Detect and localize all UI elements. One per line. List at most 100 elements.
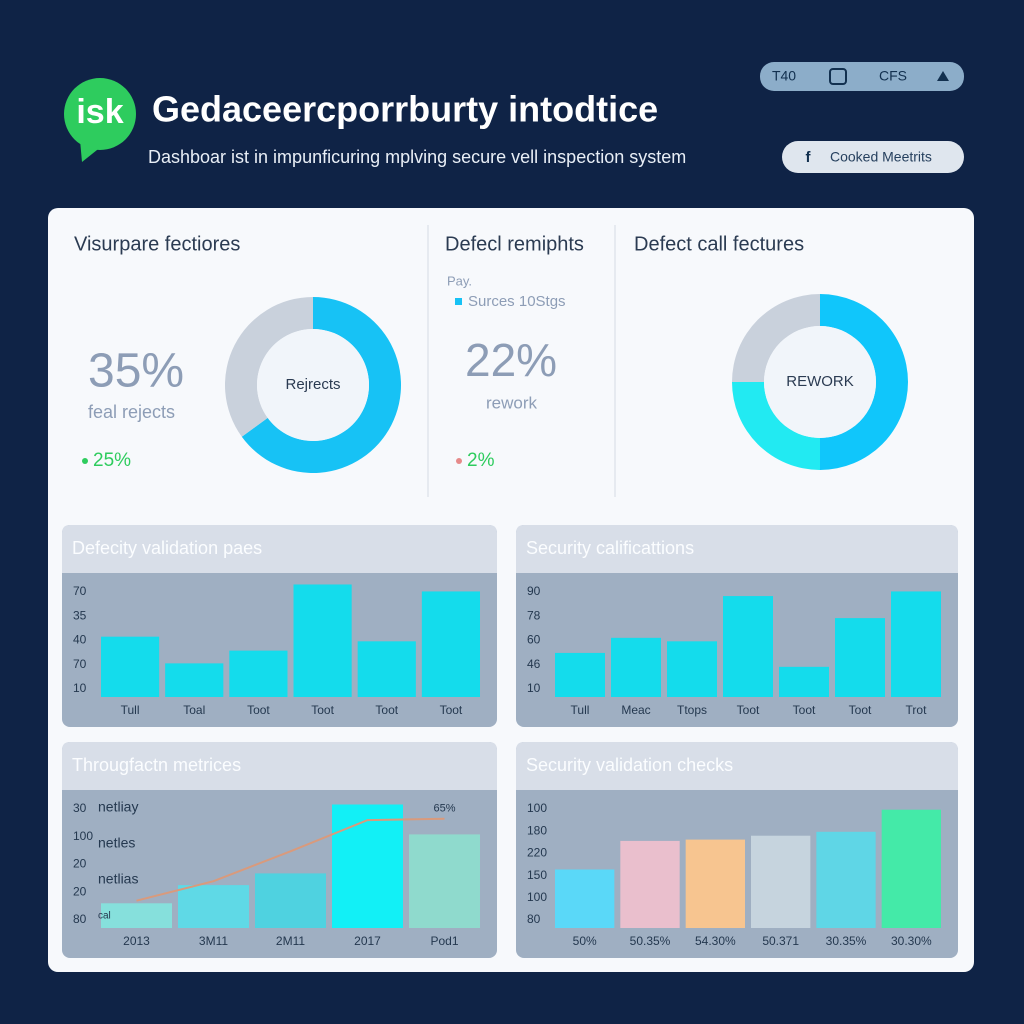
donut-hole [764, 326, 876, 438]
x-tick-label: 2013 [123, 934, 150, 948]
x-tick-label: 50.371 [762, 934, 799, 948]
y-axis-label: 180 [527, 823, 547, 837]
bar [620, 840, 680, 928]
y-axis-label: 100 [527, 801, 547, 815]
x-tick-label: Toal [183, 703, 205, 717]
bar [891, 591, 941, 697]
bar [555, 869, 615, 928]
y-axis-label: 150 [527, 868, 547, 882]
y-axis-label: 60 [527, 633, 541, 647]
logo-badge [64, 78, 136, 150]
toolbar-icon[interactable] [829, 68, 847, 85]
bar [685, 839, 745, 928]
donut-segment [732, 294, 820, 382]
y-axis-label: 70 [73, 584, 87, 598]
x-tick-label: 30.35% [826, 934, 867, 948]
x-tick-label: 2M11 [276, 934, 305, 948]
chart-note: cal [98, 911, 111, 922]
x-tick-label: 50% [573, 934, 597, 948]
bar [409, 834, 480, 928]
x-tick-label: Tull [571, 703, 590, 717]
x-tick-label: Toot [737, 703, 760, 717]
y-axis-label: 10 [527, 681, 541, 695]
action-label[interactable]: Cooked Meetrits [830, 149, 932, 165]
x-tick-label: 3M11 [199, 934, 228, 948]
kpi-title: Visurpare fectiores [74, 233, 240, 255]
y-axis-label: 80 [73, 912, 87, 926]
bar [555, 652, 605, 697]
action-button[interactable] [782, 141, 964, 173]
kpi-title: Defecl remiphts [445, 233, 584, 255]
bar [835, 618, 885, 697]
chart-title: Security calificattions [526, 538, 694, 558]
x-tick-label: Toot [247, 703, 270, 717]
toolbar [760, 62, 964, 91]
y-axis-label: 20 [73, 857, 87, 871]
x-tick-label: Trot [906, 703, 928, 717]
x-tick-label: Tull [121, 703, 140, 717]
bar [332, 804, 403, 928]
kpi-value: 22% [465, 334, 557, 386]
y-axis-label: 70 [73, 657, 87, 671]
y-axis-label: 220 [527, 846, 547, 860]
x-tick-label: Ttops [677, 703, 707, 717]
x-tick-label: Meac [621, 703, 650, 717]
action-icon: f [806, 149, 812, 166]
x-tick-label: 2017 [354, 934, 381, 948]
kpi-caption: rework [486, 393, 538, 412]
x-tick-label: 50.35% [630, 934, 671, 948]
chart-note: netlias [98, 871, 138, 887]
delta-dot [82, 458, 88, 464]
legend-label: Surces 10Stgs [468, 293, 566, 310]
legend-swatch [455, 298, 462, 305]
x-tick-label: 54.30% [695, 934, 736, 948]
toolbar-button[interactable]: T40 [772, 68, 796, 84]
x-tick-label: Toot [793, 703, 816, 717]
chart-header [516, 525, 958, 573]
donut-segment [241, 297, 402, 474]
kpi-title: Defect call fectures [634, 233, 804, 255]
bar [101, 636, 160, 697]
y-axis-label: 30 [73, 801, 87, 815]
bar [723, 596, 773, 697]
chart-header [62, 525, 497, 573]
bar [611, 637, 661, 697]
donut-label: Rejrects [285, 376, 340, 393]
y-axis-label: 35 [73, 608, 87, 622]
chart-note: netliay [98, 799, 138, 815]
bar [881, 809, 941, 928]
x-tick-label: Toot [440, 703, 463, 717]
kpi-value: 35% [88, 345, 184, 398]
chart-title: Througfactn metrices [72, 755, 241, 775]
y-axis-label: 90 [527, 584, 541, 598]
y-axis-label: 46 [527, 657, 541, 671]
bar [165, 663, 224, 697]
kpi-note: Pay. [447, 273, 472, 288]
x-tick-label: 30.30% [891, 934, 932, 948]
toolbar-icon[interactable] [937, 71, 949, 81]
bar [816, 831, 876, 928]
x-tick-label: Toot [311, 703, 334, 717]
annotation: 65% [433, 803, 455, 815]
delta-dot [456, 458, 462, 464]
y-axis-label: 40 [73, 633, 87, 647]
donut-segment [820, 294, 908, 470]
bar [357, 641, 416, 697]
chart-header [62, 742, 497, 790]
bar [667, 641, 717, 697]
donut-label: REWORK [786, 373, 854, 390]
bar [421, 591, 480, 697]
trend-line [136, 817, 445, 902]
toolbar-button[interactable]: CFS [879, 68, 907, 84]
x-tick-label: Toot [375, 703, 398, 717]
x-tick-label: Toot [849, 703, 872, 717]
logo-text: isk [76, 93, 123, 131]
chart-header [516, 742, 958, 790]
y-axis-label: 20 [73, 884, 87, 898]
logo-tail [80, 140, 102, 162]
chart-title: Security validation checks [526, 755, 733, 775]
bar [751, 835, 811, 928]
kpi-delta: 25% [93, 450, 131, 471]
bar [178, 885, 249, 928]
y-axis-label: 78 [527, 608, 541, 622]
